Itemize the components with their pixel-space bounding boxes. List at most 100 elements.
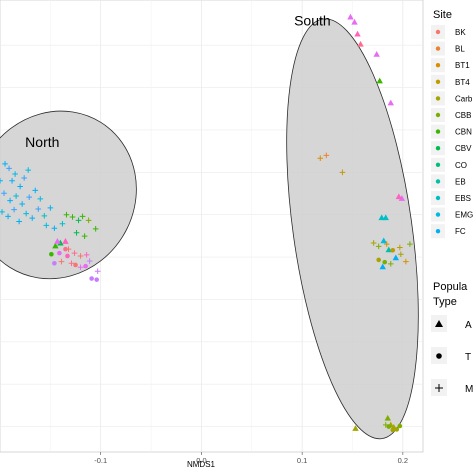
point-circle bbox=[73, 262, 78, 268]
point-circle bbox=[390, 247, 396, 253]
point-circle bbox=[386, 424, 392, 429]
point-triangle bbox=[376, 77, 383, 84]
legend-site-label: CBB bbox=[455, 111, 471, 120]
point-plus bbox=[43, 222, 50, 229]
point-plus bbox=[5, 213, 11, 220]
group-label-north: North bbox=[25, 134, 59, 150]
legend-site-label: BT4 bbox=[455, 78, 470, 87]
point-circle bbox=[57, 250, 62, 256]
point-plus bbox=[77, 264, 84, 271]
point-triangle bbox=[379, 263, 386, 270]
legend-site-label: BL bbox=[455, 45, 465, 54]
point-plus bbox=[407, 241, 413, 247]
point-triangle bbox=[385, 246, 392, 253]
point-plus bbox=[12, 171, 18, 177]
legend-site-label: CBN bbox=[455, 128, 472, 137]
point-plus bbox=[86, 258, 93, 264]
point-plus bbox=[81, 233, 88, 239]
group-label-south: South bbox=[294, 12, 331, 28]
point-triangle bbox=[352, 425, 359, 431]
point-plus bbox=[94, 268, 101, 274]
legend-type-label: M bbox=[465, 384, 473, 395]
point-circle bbox=[376, 257, 381, 263]
point-circle bbox=[397, 423, 403, 429]
legend-site-key bbox=[435, 195, 441, 201]
point-triangle bbox=[380, 237, 387, 244]
legend-type-key bbox=[435, 384, 443, 392]
legend-site-key bbox=[435, 79, 441, 85]
point-circle bbox=[394, 427, 400, 432]
legend-site-key bbox=[435, 96, 441, 101]
legend-site-key bbox=[435, 46, 441, 51]
point-plus bbox=[387, 261, 394, 267]
x-tick-label: 0.2 bbox=[398, 456, 408, 465]
point-triangle bbox=[387, 99, 394, 106]
legend-site-key bbox=[435, 62, 441, 68]
point-triangle bbox=[395, 193, 403, 200]
legend-site-label: BK bbox=[455, 28, 466, 37]
x-tick-label: 0.0 bbox=[196, 456, 206, 465]
point-plus bbox=[0, 209, 5, 215]
point-plus bbox=[23, 210, 29, 217]
axis-layer: NMDS1 -0.1 0.0 0.1 0.2 bbox=[94, 452, 408, 469]
point-plus bbox=[19, 201, 25, 207]
point-plus bbox=[63, 211, 70, 218]
point-plus bbox=[41, 213, 48, 219]
point-circle bbox=[390, 427, 396, 433]
point-plus bbox=[7, 197, 13, 204]
ellipse-layer bbox=[0, 18, 419, 440]
point-plus bbox=[21, 175, 27, 181]
point-plus bbox=[69, 214, 76, 220]
point-layer bbox=[0, 13, 413, 433]
legend-site-key bbox=[435, 29, 441, 35]
legend-type-label: A bbox=[465, 320, 472, 331]
point-plus bbox=[370, 240, 377, 246]
point-plus bbox=[25, 167, 31, 173]
point-plus bbox=[9, 178, 15, 184]
point-triangle bbox=[392, 254, 400, 261]
point-plus bbox=[79, 213, 86, 220]
point-plus bbox=[85, 217, 92, 224]
point-circle bbox=[63, 246, 68, 252]
ellipse-north bbox=[0, 110, 137, 280]
point-triangle bbox=[57, 239, 64, 246]
point-plus bbox=[383, 241, 390, 247]
legend-type-title-line2: Type bbox=[433, 296, 457, 308]
ellipse-south bbox=[286, 18, 419, 440]
legend-site-label: CO bbox=[455, 161, 467, 170]
point-plus bbox=[35, 206, 42, 212]
point-plus bbox=[51, 225, 58, 232]
point-plus bbox=[398, 251, 404, 258]
legend-site-key bbox=[435, 146, 441, 151]
point-plus bbox=[29, 215, 36, 221]
legend-site-key bbox=[435, 129, 441, 134]
legend-site-label: FC bbox=[455, 227, 466, 236]
point-plus bbox=[17, 183, 23, 190]
group-label-layer: North South bbox=[25, 12, 331, 149]
point-plus bbox=[71, 250, 78, 256]
point-triangle bbox=[351, 18, 358, 25]
point-plus bbox=[92, 226, 99, 232]
point-triangle bbox=[347, 13, 354, 20]
point-triangle bbox=[62, 238, 69, 244]
point-plus bbox=[317, 155, 324, 161]
point-circle bbox=[65, 253, 70, 259]
legend-type-label: T bbox=[465, 352, 471, 363]
legend-site-label: EBS bbox=[455, 194, 471, 203]
legend-site-title: Site bbox=[433, 9, 452, 21]
point-triangle bbox=[54, 238, 61, 244]
point-triangle bbox=[378, 214, 385, 221]
point-triangle bbox=[398, 195, 406, 201]
x-tick-label: 0.1 bbox=[297, 456, 307, 465]
point-plus bbox=[13, 193, 19, 199]
point-triangle bbox=[384, 414, 391, 421]
point-plus bbox=[32, 187, 39, 194]
point-circle bbox=[382, 259, 388, 265]
legend-site-key bbox=[435, 179, 441, 184]
legend-site-key bbox=[435, 162, 441, 167]
point-plus bbox=[73, 229, 80, 236]
legend-site-label: Carb bbox=[455, 94, 473, 103]
legend-type-key bbox=[435, 320, 443, 327]
point-plus bbox=[6, 165, 12, 172]
